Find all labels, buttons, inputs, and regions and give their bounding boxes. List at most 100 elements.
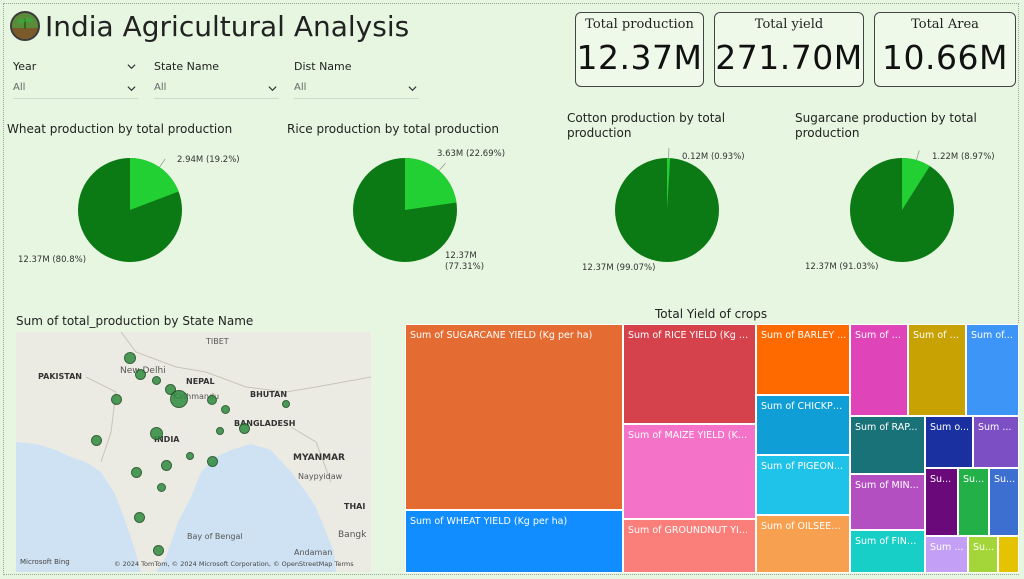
sugarcane-large-label: 12.37M (91.03%) bbox=[805, 262, 879, 272]
map-bubble[interactable] bbox=[111, 394, 122, 405]
treemap-tile[interactable]: Sum of BARLEY ... bbox=[756, 324, 850, 395]
rice-small-label: 3.63M (22.69%) bbox=[437, 149, 506, 159]
cotton-pie-chart[interactable] bbox=[597, 140, 737, 280]
treemap-tile[interactable] bbox=[998, 536, 1019, 573]
treemap-tile[interactable]: Sum of S... bbox=[850, 324, 908, 416]
treemap-tile[interactable]: Su... bbox=[989, 468, 1019, 536]
pie-slice-small[interactable] bbox=[130, 158, 179, 210]
sugarcane-pie-chart[interactable] bbox=[832, 140, 972, 280]
map-bubble[interactable] bbox=[239, 423, 250, 434]
treemap-tile[interactable]: Sum ... bbox=[925, 536, 968, 573]
treemap-tile[interactable]: Sum of GROUNDNUT YI... bbox=[623, 519, 756, 573]
treemap-tile[interactable]: Sum of FING... bbox=[850, 530, 925, 573]
state-slicer[interactable]: State Name All bbox=[154, 60, 279, 99]
treemap-tile[interactable]: Sum of PIGEON... bbox=[756, 455, 850, 515]
map-bubble[interactable] bbox=[152, 376, 161, 385]
kpi-label: Total production bbox=[585, 17, 694, 32]
rice-pie-title: Rice production by total production bbox=[287, 122, 499, 136]
map-bubble[interactable] bbox=[131, 467, 142, 478]
year-slicer[interactable]: Year All bbox=[13, 60, 138, 99]
sugarcane-pie-title: Sugarcane production by total production bbox=[795, 111, 977, 141]
dist-dropdown-value: All bbox=[294, 82, 307, 93]
map-bubble[interactable] bbox=[134, 512, 145, 523]
pie-leader-line bbox=[438, 162, 446, 171]
treemap-tile[interactable]: Sum of WHEAT YIELD (Kg per ha) bbox=[405, 510, 623, 573]
treemap-tile[interactable]: Sum of... bbox=[966, 324, 1019, 416]
map-label-naypyidaw: Naypyidaw bbox=[298, 472, 343, 481]
pie-slice-small[interactable] bbox=[902, 158, 930, 210]
map-attribution[interactable]: © 2024 TomTom, © 2024 Microsoft Corporat… bbox=[114, 560, 354, 568]
chevron-down-icon[interactable] bbox=[127, 62, 136, 71]
treemap-tile-label: Sum of FING... bbox=[855, 536, 922, 547]
year-dropdown[interactable]: All bbox=[13, 82, 138, 99]
map-bubble[interactable] bbox=[150, 427, 163, 440]
treemap-tile[interactable]: Sum of CHICKPE... bbox=[756, 395, 850, 455]
map-label-nepal: NEPAL bbox=[186, 377, 215, 386]
treemap-tile-label: Su... bbox=[963, 474, 985, 485]
treemap-tile-label: Sum of RAP... bbox=[855, 422, 918, 433]
treemap-tile[interactable]: Sum of MAIZE YIELD (Kg ... bbox=[623, 424, 756, 519]
wheat-pie-chart[interactable] bbox=[60, 140, 200, 280]
chevron-down-icon[interactable] bbox=[127, 84, 136, 93]
map-bubble[interactable] bbox=[221, 405, 230, 414]
treemap-tile[interactable]: Sum of MIN... bbox=[850, 474, 925, 530]
wheat-small-label: 2.94M (19.2%) bbox=[177, 155, 240, 165]
rice-pie-chart[interactable] bbox=[335, 140, 475, 280]
treemap-tile[interactable]: Su... bbox=[958, 468, 989, 536]
map-label-india: INDIA bbox=[154, 435, 180, 444]
map-label-tibet: TIBET bbox=[206, 337, 229, 346]
treemap-tile[interactable]: Sum ... bbox=[973, 416, 1019, 468]
india-map[interactable]: PAKISTAN TIBET New Delhi NEPAL Kathmandu… bbox=[16, 332, 371, 572]
treemap-tile[interactable]: Su... bbox=[925, 468, 958, 536]
state-slicer-label: State Name bbox=[154, 60, 220, 73]
treemap-tile[interactable]: Sum of RICE YIELD (Kg p... bbox=[623, 324, 756, 424]
cotton-large-label: 12.37M (99.07%) bbox=[582, 263, 656, 273]
chevron-down-icon[interactable] bbox=[268, 84, 277, 93]
pie-leader-line bbox=[916, 150, 920, 161]
treemap-tile[interactable]: Su... bbox=[968, 536, 998, 573]
treemap-tile[interactable]: Sum of K... bbox=[908, 324, 966, 416]
treemap-tile-label: Sum of K... bbox=[913, 330, 963, 341]
map-bubble[interactable] bbox=[186, 452, 194, 460]
map-bubble[interactable] bbox=[170, 390, 188, 408]
treemap-tile[interactable]: Sum of RAP... bbox=[850, 416, 925, 474]
dist-dropdown[interactable]: All bbox=[294, 82, 419, 99]
map-bubble[interactable] bbox=[153, 545, 164, 556]
kpi-label: Total yield bbox=[754, 17, 824, 32]
rice-large-label-line1: 12.37M bbox=[445, 251, 477, 261]
map-bubble[interactable] bbox=[157, 483, 166, 492]
report-canvas bbox=[3, 3, 1019, 575]
year-slicer-label: Year bbox=[13, 60, 37, 73]
map-bubble[interactable] bbox=[124, 352, 136, 364]
treemap-tile-label: Sum o... bbox=[930, 422, 970, 433]
map-label-myanmar: MYANMAR bbox=[293, 453, 345, 463]
map-bubble[interactable] bbox=[161, 460, 172, 471]
map-bubble[interactable] bbox=[216, 427, 224, 435]
map-bubble[interactable] bbox=[207, 456, 218, 467]
map-label-bangladesh: BANGLADESH bbox=[234, 419, 296, 428]
treemap-tile[interactable]: Sum of OILSEED... bbox=[756, 515, 850, 573]
dist-slicer[interactable]: Dist Name All bbox=[294, 60, 419, 99]
map-bubble[interactable] bbox=[135, 369, 146, 380]
map-label-kathmandu: Kathmandu bbox=[173, 392, 220, 401]
pie-slice-small[interactable] bbox=[667, 158, 671, 210]
map-label-andaman: Andaman bbox=[294, 548, 333, 557]
treemap-tile-label: Sum of MIN... bbox=[855, 480, 919, 491]
cotton-pie-title-line2: production bbox=[567, 126, 632, 140]
treemap-tile-label: Su... bbox=[930, 474, 952, 485]
state-dropdown[interactable]: All bbox=[154, 82, 279, 99]
map-bubble[interactable] bbox=[282, 400, 290, 408]
map-bubble[interactable] bbox=[91, 435, 102, 446]
state-dropdown-value: All bbox=[154, 82, 167, 93]
cotton-small-label: 0.12M (0.93%) bbox=[682, 152, 745, 162]
sugarcane-pie-title-line2: production bbox=[795, 126, 860, 140]
map-bubble[interactable] bbox=[207, 395, 217, 405]
kpi-total-production: Total production 12.37M bbox=[575, 12, 704, 87]
pie-slice-small[interactable] bbox=[405, 158, 457, 210]
rice-large-label: 12.37M (77.31%) bbox=[445, 251, 484, 273]
crop-yield-treemap[interactable]: Sum of SUGARCANE YIELD (Kg per ha) Sum of… bbox=[405, 324, 1019, 573]
treemap-tile[interactable]: Sum of SUGARCANE YIELD (Kg per ha) bbox=[405, 324, 623, 510]
map-land-shape bbox=[16, 332, 371, 572]
chevron-down-icon[interactable] bbox=[408, 84, 417, 93]
treemap-tile[interactable]: Sum o... bbox=[925, 416, 973, 468]
